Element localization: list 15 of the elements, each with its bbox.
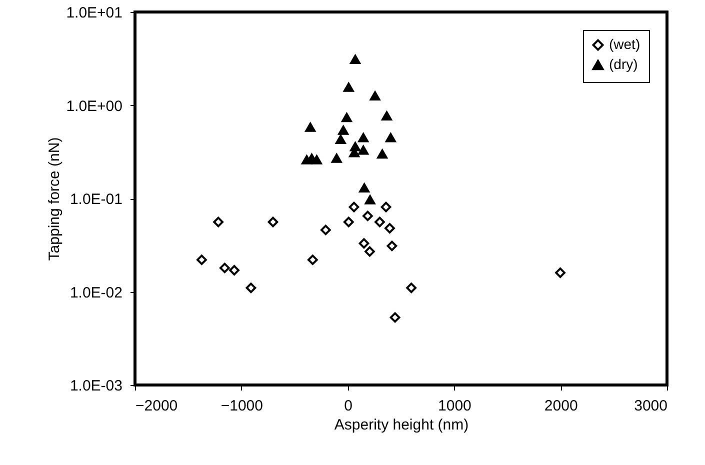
y-axis-title: Tapping force (nN) (46, 137, 64, 261)
x-tick-label: 2000 (544, 398, 578, 414)
x-axis-title: Asperity height (nm) (334, 416, 469, 434)
x-tick-label: 3000 (634, 398, 668, 414)
y-tick-label: 1.0E-02 (70, 284, 122, 302)
y-tick-label: 1.0E+00 (66, 98, 122, 115)
x-tick-label: −2000 (136, 398, 178, 414)
x-tick-label: −1000 (220, 398, 263, 414)
legend-label: (dry) (609, 56, 638, 72)
y-tick-label: 1.0E-03 (70, 378, 122, 394)
x-tick-label: 1000 (438, 398, 472, 414)
legend-label: (wet) (609, 36, 640, 52)
y-tick-label: 1.0E+01 (66, 4, 122, 22)
y-tick-label: 1.0E-01 (70, 191, 122, 208)
x-tick-label: 0 (344, 398, 352, 414)
